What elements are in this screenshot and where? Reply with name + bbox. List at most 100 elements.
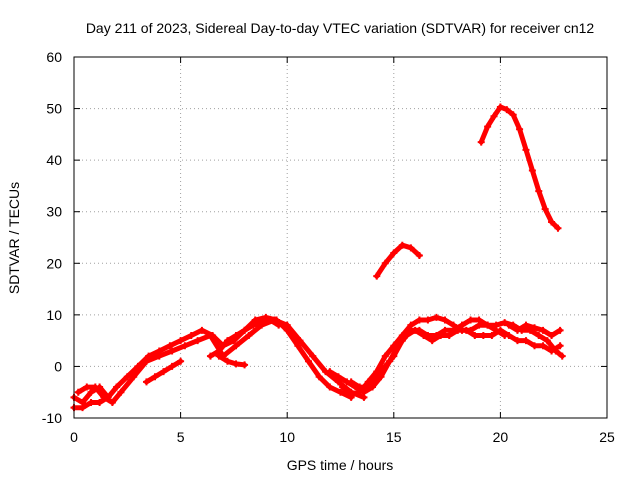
data-point [496, 103, 504, 111]
data-points [70, 103, 566, 412]
data-point [548, 218, 556, 226]
data-point [356, 383, 364, 391]
data-point [198, 326, 206, 334]
data-point [249, 321, 257, 329]
data-point [490, 112, 498, 120]
data-point [415, 316, 423, 324]
data-point [309, 352, 317, 360]
data-point [347, 378, 355, 386]
data-point [558, 352, 566, 360]
series-arc-l [477, 103, 562, 232]
x-tick-label: 15 [386, 429, 402, 445]
data-point [275, 321, 283, 329]
data-point [556, 342, 564, 350]
series-arc-b [74, 316, 368, 407]
data-point [364, 383, 372, 391]
data-point [206, 331, 214, 339]
data-point [503, 106, 511, 114]
data-point [528, 166, 536, 174]
data-point [556, 326, 564, 334]
y-tick-label: 10 [46, 307, 62, 323]
data-point [522, 146, 530, 154]
data-point [554, 224, 562, 232]
y-axis-title: SDTVAR / TECUs [6, 182, 22, 294]
data-point [74, 388, 82, 396]
data-point [477, 138, 485, 146]
data-point [522, 337, 530, 345]
data-point [415, 252, 423, 260]
data-point [428, 337, 436, 345]
x-tick-label: 5 [177, 429, 185, 445]
data-point [548, 331, 556, 339]
data-point [305, 357, 313, 365]
series-arc-e [206, 316, 283, 360]
data-point [87, 388, 95, 396]
data-point [166, 342, 174, 350]
data-point [232, 342, 240, 350]
data-point [424, 331, 432, 339]
data-point [415, 326, 423, 334]
data-point [117, 388, 125, 396]
data-point [407, 244, 415, 252]
data-point [513, 326, 521, 334]
data-point [445, 331, 453, 339]
data-point [531, 342, 539, 350]
data-point [206, 352, 214, 360]
data-point [245, 331, 253, 339]
data-point [484, 321, 492, 329]
data-point [407, 326, 415, 334]
data-point [347, 391, 355, 399]
data-point [531, 324, 539, 332]
data-point [142, 378, 150, 386]
data-point [151, 373, 159, 381]
data-point [390, 352, 398, 360]
data-point [177, 357, 185, 365]
data-point [315, 373, 323, 381]
y-tick-label: 40 [46, 152, 62, 168]
data-point [241, 361, 249, 369]
y-tick-label: 30 [46, 204, 62, 220]
data-point [215, 352, 223, 360]
plot-border [73, 56, 608, 419]
data-point [492, 326, 500, 334]
data-point [501, 319, 509, 327]
data-point [381, 259, 389, 267]
data-point [441, 316, 449, 324]
y-tick-label: 20 [46, 255, 62, 271]
data-point [390, 342, 398, 350]
data-point [232, 331, 240, 339]
data-point [373, 272, 381, 280]
data-point [108, 399, 116, 407]
data-point [390, 249, 398, 257]
data-point [398, 337, 406, 345]
data-point [535, 187, 543, 195]
data-point [543, 337, 551, 345]
data-point [339, 383, 347, 391]
data-point [326, 368, 334, 376]
data-point [337, 388, 344, 396]
data-point [449, 326, 457, 334]
data-point [513, 337, 521, 345]
data-point [509, 111, 517, 119]
data-point [296, 337, 304, 345]
data-point [381, 362, 389, 370]
series-arc-f [215, 352, 249, 369]
data-point [432, 331, 440, 339]
data-point [488, 331, 496, 339]
series-arc-d [142, 357, 185, 386]
y-tick-label: 0 [54, 358, 62, 374]
x-tick-label: 10 [279, 429, 295, 445]
data-point [501, 331, 509, 339]
y-tick-label: -10 [42, 410, 62, 426]
data-point [522, 321, 530, 329]
data-point [283, 321, 291, 329]
data-point [467, 316, 475, 324]
data-point [505, 321, 513, 329]
data-point [552, 347, 560, 355]
y-tick-label: 60 [46, 49, 62, 65]
data-point [123, 373, 131, 381]
data-point [471, 331, 479, 339]
data-point [87, 399, 95, 407]
data-point [467, 326, 475, 334]
